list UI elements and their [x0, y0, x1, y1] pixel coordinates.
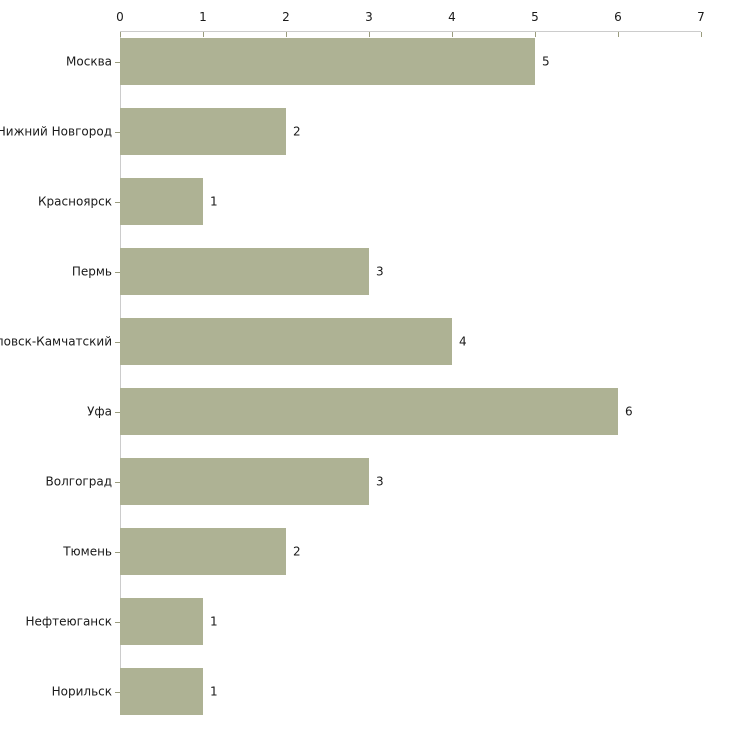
bar[interactable]: [120, 598, 203, 645]
y-axis-category-label: авловск-Камчатский: [0, 334, 112, 348]
bar-value-label: 4: [459, 334, 467, 348]
y-axis-category-label: Тюмень: [63, 544, 112, 558]
y-axis-tick: [115, 201, 120, 203]
y-axis-category-label: Волгоград: [45, 474, 112, 488]
bar[interactable]: [120, 318, 452, 365]
bar[interactable]: [120, 38, 535, 85]
bar[interactable]: [120, 668, 203, 715]
y-axis-tick: [115, 411, 120, 413]
y-axis-category-label: Норильск: [51, 684, 112, 698]
bar[interactable]: [120, 528, 286, 575]
y-axis-tick: [115, 621, 120, 623]
bar-value-label: 3: [376, 264, 384, 278]
x-axis-tick: [535, 32, 536, 37]
y-axis-tick: [115, 341, 120, 343]
x-axis-tick-label: 5: [531, 10, 539, 24]
y-axis-tick: [115, 131, 120, 133]
x-axis-tick: [203, 32, 204, 37]
bar-value-label: 6: [625, 404, 633, 418]
x-axis-tick: [286, 32, 287, 37]
x-axis-tick-label: 4: [448, 10, 456, 24]
y-axis-category-label: Красноярск: [38, 194, 112, 208]
bar[interactable]: [120, 248, 369, 295]
bar[interactable]: [120, 108, 286, 155]
y-axis-category-label: Нижний Новгород: [0, 124, 112, 138]
y-axis-category-label: Пермь: [71, 264, 112, 278]
x-axis-tick: [369, 32, 370, 37]
y-axis-tick: [115, 691, 120, 693]
x-axis-tick-label: 3: [365, 10, 373, 24]
x-axis-tick-label: 1: [199, 10, 207, 24]
x-axis-tick: [701, 32, 702, 37]
bar-value-label: 2: [293, 124, 301, 138]
bar-value-label: 5: [542, 54, 550, 68]
y-axis-line: [120, 31, 121, 715]
y-axis-tick: [115, 481, 120, 483]
x-axis-line: [120, 31, 701, 32]
x-axis-tick: [618, 32, 619, 37]
y-axis-tick: [115, 551, 120, 553]
y-axis-category-label: Москва: [66, 54, 112, 68]
bar[interactable]: [120, 458, 369, 505]
y-axis-category-label: Уфа: [87, 404, 112, 418]
x-axis-tick: [120, 32, 121, 37]
bar-value-label: 1: [210, 684, 218, 698]
y-axis-category-label: Нефтеюганск: [25, 614, 113, 628]
y-axis-tick: [115, 61, 120, 63]
x-axis-tick-label: 0: [116, 10, 124, 24]
x-axis-tick-label: 7: [697, 10, 705, 24]
bar[interactable]: [120, 178, 203, 225]
bar-value-label: 1: [210, 194, 218, 208]
bar-value-label: 2: [293, 544, 301, 558]
y-axis-tick: [115, 271, 120, 273]
bar-value-label: 1: [210, 614, 218, 628]
bar-value-label: 3: [376, 474, 384, 488]
x-axis-tick-label: 2: [282, 10, 290, 24]
bar[interactable]: [120, 388, 618, 435]
x-axis-tick: [452, 32, 453, 37]
x-axis-tick-label: 6: [614, 10, 622, 24]
